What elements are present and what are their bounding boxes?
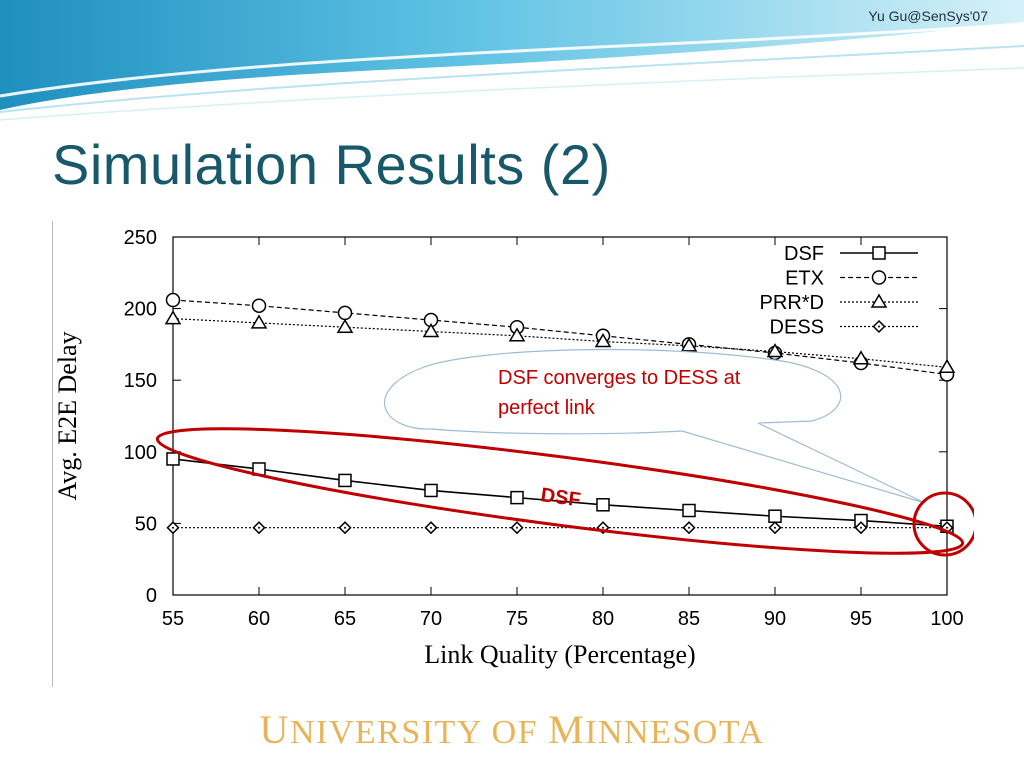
author-credit: Yu Gu@SenSys'07 [868,8,988,24]
point-dess-center [430,526,432,529]
x-tick-label: 95 [850,608,872,630]
point-etx [337,305,353,321]
point-prr-d [938,358,956,374]
dsf-tag: DSF [539,484,582,511]
slide-title: Simulation Results (2) [52,133,611,196]
y-tick-label: 200 [124,299,157,321]
point-dess-center [172,526,174,529]
x-tick-label: 65 [334,608,356,630]
y-tick-label: 150 [124,370,157,392]
point-prr-d [508,327,526,342]
y-tick-label: 50 [135,513,157,535]
callout-bubble [384,348,926,504]
callout-text-line1: DSF converges to DESS at [498,367,741,389]
point-prr-d [422,323,440,338]
chart-container: 0 50 100 150 200 250 55 60 65 70 75 80 85 90 95 100 Av… [52,221,974,687]
x-tick-label: 70 [420,608,442,630]
legend-label-etx: ETX [785,268,824,290]
point-dsf [768,509,782,523]
point-prr-d [680,337,698,352]
x-tick-label: 75 [506,608,528,630]
x-tick-label: 60 [248,608,270,630]
point-dsf [166,452,180,466]
series-line-prr-d [172,318,948,368]
legend-marker-prr-d [870,293,888,308]
x-tick-label: 90 [764,608,786,630]
point-dess-center [946,526,948,529]
point-prr-d [164,310,182,325]
point-dess-center [344,526,346,529]
x-tick-label: 80 [592,608,614,630]
point-dsf [596,498,610,512]
point-prr-d [336,318,354,333]
legend-label-prr-d: PRR*D [760,292,824,314]
x-tick-label: 55 [162,608,184,630]
legend-marker-dsf [872,246,886,260]
point-dess-center [602,526,604,529]
x-tick-label: 85 [678,608,700,630]
dsf-highlight-ellipse [155,427,965,555]
legend-label-dess: DESS [770,317,824,339]
point-dsf [682,503,696,518]
point-dess-center [774,526,776,529]
legend-label-dsf: DSF [784,243,824,265]
point-dsf [424,483,438,498]
header-wave-band [0,0,1024,130]
y-tick-label: 100 [124,442,157,464]
university-logo-text: UNIVERSITY OF MINNESOTA [259,707,765,752]
x-tick-label: 100 [930,608,963,630]
university-logo: UNIVERSITY OF MINNESOTA [0,706,1024,753]
endpoint-highlight-circle [912,491,974,557]
y-tick-label: 250 [124,227,157,249]
point-prr-d [766,343,784,358]
point-dess-center [860,526,862,529]
point-etx [165,292,181,308]
point-dsf [510,490,524,505]
point-dess-center [516,526,518,529]
point-dsf [338,473,352,488]
point-prr-d [250,314,268,329]
legend-marker-etx [871,270,887,285]
y-axis-label: Avg. E2E Delay [53,331,82,500]
point-prr-d [852,350,870,365]
delay-chart: 0 50 100 150 200 250 55 60 65 70 75 80 85 90 95 100 Av… [52,221,974,687]
point-prr-d [594,333,612,348]
y-tick-label: 0 [146,585,157,607]
callout-text-line2: perfect link [498,397,596,419]
plot-frame [172,236,948,596]
x-axis-label: Link Quality (Percentage) [424,640,695,669]
series-line-etx [172,299,948,376]
point-dess-center [688,526,690,529]
point-etx [251,298,267,313]
series-line-dsf [172,458,948,528]
legend-marker-dess-center [878,325,880,328]
point-dess-center [258,526,260,529]
